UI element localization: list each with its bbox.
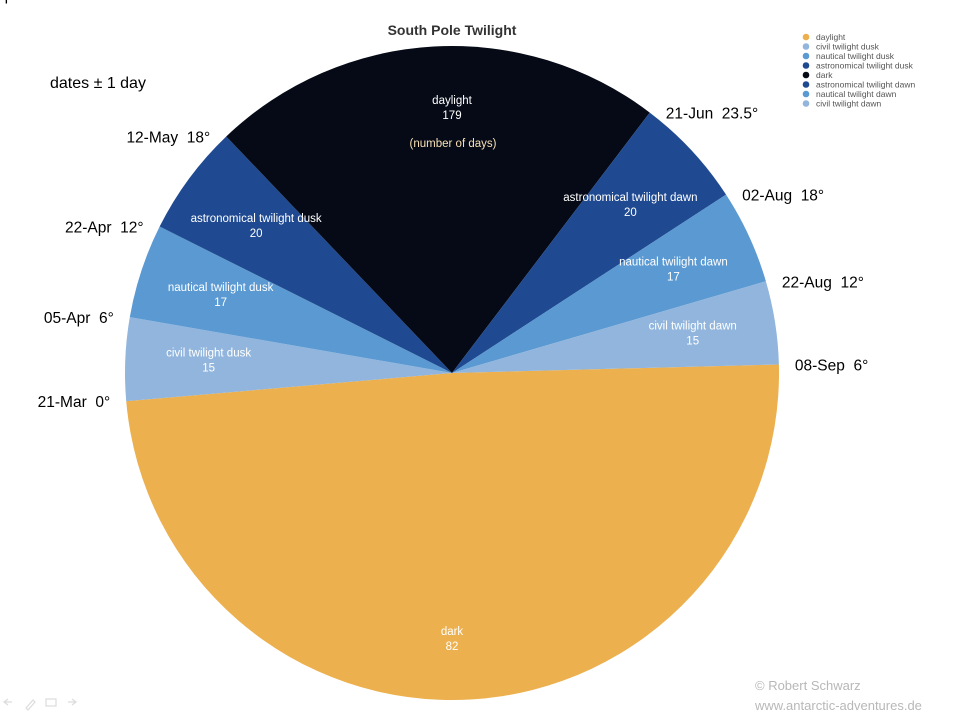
slice-label-nautical-twilight-dusk: nautical twilight dusk <box>168 282 274 294</box>
legend-swatch <box>802 43 810 50</box>
boundary-label: 08-Sep 6° <box>795 357 868 374</box>
slice-label-dark: dark <box>441 626 464 638</box>
slice-astronomical-twilight-dawn <box>452 112 727 373</box>
legend-entry: nautical twilight dawn <box>816 89 897 99</box>
slice-value: 17 <box>667 271 680 283</box>
boundary-label: 21-Mar 0° <box>38 394 111 411</box>
legend-swatch <box>802 62 810 69</box>
boundary-label: 23-Sep 0° <box>0 0 37 4</box>
dates-note: dates ± 1 day <box>50 75 146 92</box>
pie-slices <box>124 46 780 701</box>
boundary-label: 05-Apr 6° <box>44 310 114 327</box>
slice-value: 15 <box>202 363 215 375</box>
legend-swatch <box>802 100 810 107</box>
slice-label-astronomical-twilight-dusk: astronomical twilight dusk <box>191 213 322 225</box>
slice-civil-twilight-dawn <box>452 281 779 373</box>
slice-dark <box>226 46 650 374</box>
pen-icon[interactable] <box>25 699 36 711</box>
legend-swatch <box>802 52 810 60</box>
slice-daylight <box>126 364 780 701</box>
slides-icon[interactable] <box>45 698 57 707</box>
credit-site: www.antarctic-adventures.de <box>754 698 922 713</box>
back-arrow-icon[interactable] <box>3 698 12 706</box>
slice-civil-twilight-dusk <box>124 317 453 402</box>
boundary-labels: 21-Mar 0° 05-Apr 6° 22-Apr 12° 12-May 18° 21… <box>0 0 868 411</box>
slice-label-civil-twilight-dusk: civil twilight dusk <box>166 348 251 360</box>
slice-value: 20 <box>624 207 637 219</box>
slice-value: 17 <box>214 297 227 309</box>
legend-entry: civil twilight dawn <box>816 99 881 109</box>
legend-swatch <box>802 71 810 79</box>
slice-label-daylight: daylight <box>432 95 472 107</box>
slice-astronomical-twilight-dusk <box>159 136 452 373</box>
slice-label-astronomical-twilight-dawn: astronomical twilight dawn <box>563 192 697 204</box>
legend-swatch <box>802 33 810 41</box>
legend-entry: civil twilight dusk <box>816 42 880 52</box>
slice-nautical-twilight-dusk <box>129 226 452 373</box>
legend-entry: astronomical twilight dusk <box>816 61 914 71</box>
toolbar <box>3 698 77 711</box>
slice-value: 20 <box>250 228 263 240</box>
boundary-label: 22-Apr 12° <box>65 220 144 237</box>
boundary-label: 02-Aug 18° <box>742 188 824 205</box>
slice-value: 15 <box>686 335 699 347</box>
boundary-label: 12-May 18° <box>126 129 210 146</box>
slice-value: 82 <box>446 641 459 653</box>
credit-author: © Robert Schwarz <box>755 678 861 693</box>
slice-labels: daylight 179 civil twilight dusk 15 nautical… <box>166 95 737 653</box>
legend-entry: daylight <box>816 32 846 42</box>
legend-entry: astronomical twilight dawn <box>816 80 915 90</box>
slice-value: 179 <box>442 110 461 122</box>
legend-entry: nautical twilight dusk <box>816 51 895 61</box>
slice-label-civil-twilight-dawn: civil twilight dawn <box>649 320 737 332</box>
slice-label-nautical-twilight-dawn: nautical twilight dawn <box>619 256 728 268</box>
unit-note: (number of days) <box>410 138 497 150</box>
chart-title: South Pole Twilight <box>388 22 517 38</box>
legend-swatch <box>802 81 810 88</box>
slice-nautical-twilight-dawn <box>452 194 766 373</box>
boundary-label: 22-Aug 12° <box>782 274 864 291</box>
forward-arrow-icon[interactable] <box>68 698 77 706</box>
legend-entry: dark <box>816 70 833 80</box>
boundary-label: 21-Jun 23.5° <box>666 106 758 123</box>
legend-swatch <box>802 90 810 98</box>
